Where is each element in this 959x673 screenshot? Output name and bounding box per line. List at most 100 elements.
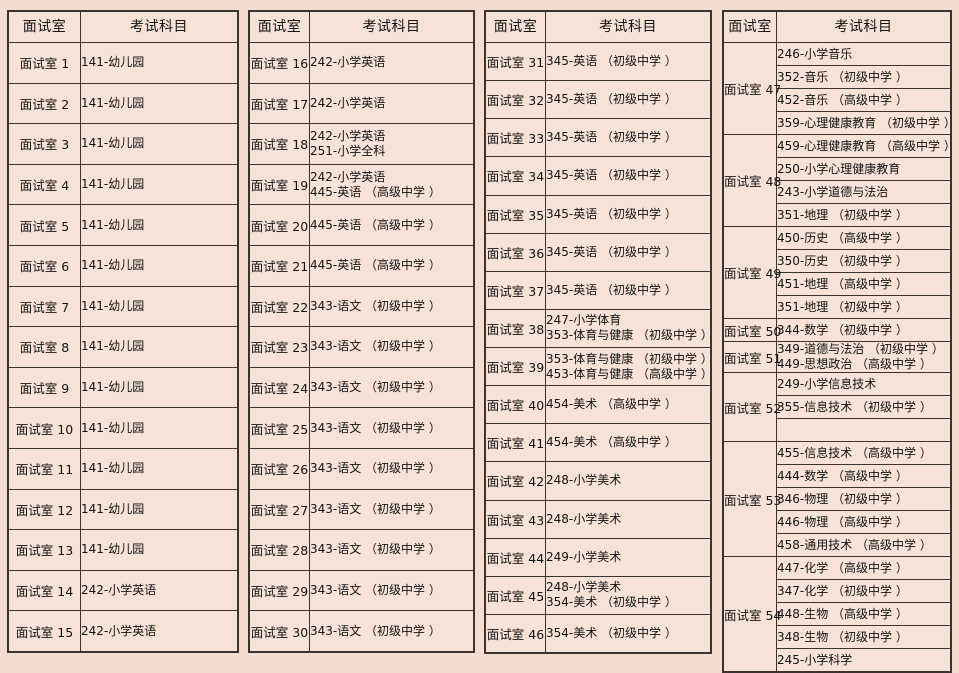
subject-cell: 345-英语 （初级中学 ） <box>545 41 711 82</box>
subject-entry: 242-小学英语 <box>81 583 157 598</box>
subject-entry: 445-英语 （高级中学 ） <box>310 184 441 199</box>
subject-cell: 141-幼儿园 <box>80 204 238 246</box>
room-label: 面试室 15 <box>8 610 81 652</box>
table-row: 面试室 52 249-小学信息技术 <box>723 372 951 442</box>
subject-cell: 344-数学 （初级中学 ） <box>776 318 951 342</box>
subject-entry: 343-语文 （初级中学 ） <box>310 380 441 395</box>
table-row: 346-物理 （初级中学 ） <box>724 487 951 511</box>
subject-entry: 141-幼儿园 <box>81 461 145 476</box>
subject-entry: 455-信息技术 （高级中学 ） <box>776 441 951 465</box>
subject-entry: 450-历史 （高级中学 ） <box>776 226 951 250</box>
header-subject: 考试科目 <box>776 11 951 43</box>
table-row: 面试室 38 247-小学体育 353-体育与健康 （初级中学 ） <box>485 308 713 349</box>
table-row: 面试室 19 242-小学英语 445-英语 （高级中学 ） <box>249 163 474 206</box>
subject-cell: 343-语文 （初级中学 ） <box>309 447 474 490</box>
subject-cell: 343-语文 （初级中学 ） <box>309 366 474 409</box>
subject-entry: 448-生物 （高级中学 ） <box>776 602 951 626</box>
subject-entry: 242-小学英语 <box>81 623 157 638</box>
room-label: 面试室 14 <box>8 569 81 612</box>
table-row: 面试室 45 248-小学美术 354-美术 （初级中学 ） <box>485 575 711 615</box>
subject-cell: 242-小学英语 <box>80 569 238 612</box>
subject-cell: 141-幼儿园 <box>80 488 238 531</box>
table-row: 面试室 20 445-英语 （高级中学 ） <box>249 204 474 246</box>
subject-entry: 351-地理 （初级中学 ） <box>776 295 951 319</box>
header-subject: 考试科目 <box>80 11 238 43</box>
table-row: 面试室 44 249-小学美术 <box>485 537 711 577</box>
table-row: 面试室 11 141-幼儿园 <box>8 447 238 490</box>
table-row: 面试室 43 248-小学美术 <box>485 499 711 539</box>
room-label: 面试室 38 <box>485 308 546 349</box>
schedule-block-2: 面试室 考试科目 面试室 16 242-小学英语 面试室 17 242-小学英语 面试室 1… <box>248 10 475 653</box>
subject-cell: 345-英语 （初级中学 ） <box>545 194 711 234</box>
table-row: 面试室 9 141-幼儿园 <box>8 366 238 409</box>
room-label: 面试室 8 <box>8 326 81 368</box>
table-row: 面试室 18 242-小学英语 251-小学全科 <box>249 123 474 165</box>
table-row: 面试室 2 141-幼儿园 <box>8 82 238 125</box>
subject-entry: 453-体育与健康 （高级中学 ） <box>546 366 713 381</box>
table-row: 面试室 41 454-美术 （高级中学 ） <box>485 423 711 463</box>
subject-entry: 141-幼儿园 <box>81 420 145 435</box>
subject-entry: 141-幼儿园 <box>81 177 145 192</box>
subject-cell: 141-幼儿园 <box>80 82 238 125</box>
table-header-row: 面试室 考试科目 <box>723 11 951 43</box>
subject-entry: 249-小学信息技术 <box>776 372 951 396</box>
schedule-block-1: 面试室 考试科目 面试室 1 141-幼儿园 面试室 2 141-幼儿园 面试室 3 141-… <box>7 10 239 653</box>
header-room: 面试室 <box>485 11 546 43</box>
subject-entry: 459-心理健康教育 （高级中学 ） <box>776 134 956 158</box>
table-row: 面试室 33 345-英语 （初级中学 ） <box>485 118 711 158</box>
room-label: 面试室 51 <box>723 341 781 373</box>
subject-entry: 343-语文 （初级中学 ） <box>310 298 441 313</box>
subject-entry: 251-小学全科 <box>310 143 386 158</box>
subject-cell: 141-幼儿园 <box>80 407 238 449</box>
table-row: 面试室 49 450-历史 （高级中学 ） <box>723 226 951 319</box>
room-label: 面试室 47 <box>723 42 781 135</box>
table-row: 面试室 25 343-语文 （初级中学 ） <box>249 407 474 449</box>
subject-cell: 343-语文 （初级中学 ） <box>309 407 474 449</box>
subject-entry: 447-化学 （高级中学 ） <box>776 556 951 580</box>
table-row: 面试室 37 345-英语 （初级中学 ） <box>485 270 711 310</box>
subject-cell: 345-英语 （初级中学 ） <box>545 232 711 272</box>
table-row: 351-地理 （初级中学 ） <box>724 295 951 319</box>
subject-cell: 247-小学体育 353-体育与健康 （初级中学 ） <box>545 308 713 349</box>
subject-entry: 141-幼儿园 <box>81 55 145 70</box>
room-label: 面试室 27 <box>249 488 310 531</box>
room-label: 面试室 43 <box>485 499 546 539</box>
table-row: 面试室 39 353-体育与健康 （初级中学 ） 453-体育与健康 （高级中学 ） <box>485 346 713 387</box>
room-label: 面试室 26 <box>249 447 310 490</box>
room-label: 面试室 25 <box>249 407 310 449</box>
subject-entry: 349-道德与法治 （初级中学 ） <box>777 342 944 356</box>
header-room: 面试室 <box>249 11 310 43</box>
table-row: 面试室 30 343-语文 （初级中学 ） <box>249 610 474 652</box>
table-header-row: 面试室 考试科目 <box>485 11 711 43</box>
subject-entry: 343-语文 （初级中学 ） <box>310 583 441 598</box>
subject-cell: 445-英语 （高级中学 ） <box>309 204 474 246</box>
room-label: 面试室 48 <box>723 134 781 227</box>
table-row: 面试室 21 445-英语 （高级中学 ） <box>249 244 474 287</box>
header-subject: 考试科目 <box>545 11 711 43</box>
subject-entry: 446-物理 （高级中学 ） <box>776 510 951 534</box>
subject-entry: 141-幼儿园 <box>81 501 145 516</box>
room-label: 面试室 40 <box>485 385 546 425</box>
subject-entry: 347-化学 （初级中学 ） <box>776 579 951 603</box>
subject-cell: 445-英语 （高级中学 ） <box>309 244 474 287</box>
table-row: 352-音乐 （初级中学 ） <box>724 65 951 89</box>
subject-cell: 242-小学英语 251-小学全科 <box>309 123 474 165</box>
room-label: 面试室 34 <box>485 156 546 196</box>
subject-cell: 343-语文 （初级中学 ） <box>309 326 474 368</box>
table-row: 359-心理健康教育 （初级中学 ） <box>724 111 956 135</box>
room-label: 面试室 2 <box>8 82 81 125</box>
table-row: 243-小学道德与法治 <box>724 180 951 204</box>
room-label: 面试室 1 <box>8 42 81 84</box>
header-room: 面试室 <box>8 11 81 43</box>
table-row: 面试室 13 141-幼儿园 <box>8 529 238 571</box>
subject-entry: 351-地理 （初级中学 ） <box>776 203 951 227</box>
room-label: 面试室 3 <box>8 123 81 165</box>
table-row: 面试室 53 455-信息技术 （高级中学 ） <box>723 441 951 557</box>
subject-entry: 343-语文 （初级中学 ） <box>310 623 441 638</box>
room-label: 面试室 23 <box>249 326 310 368</box>
subject-entry: 343-语文 （初级中学 ） <box>310 461 441 476</box>
subject-entry: 451-地理 （高级中学 ） <box>776 272 951 296</box>
table-row: 面试室 23 343-语文 （初级中学 ） <box>249 326 474 368</box>
room-label: 面试室 45 <box>485 575 546 615</box>
subject-cell: 242-小学英语 445-英语 （高级中学 ） <box>309 163 474 206</box>
